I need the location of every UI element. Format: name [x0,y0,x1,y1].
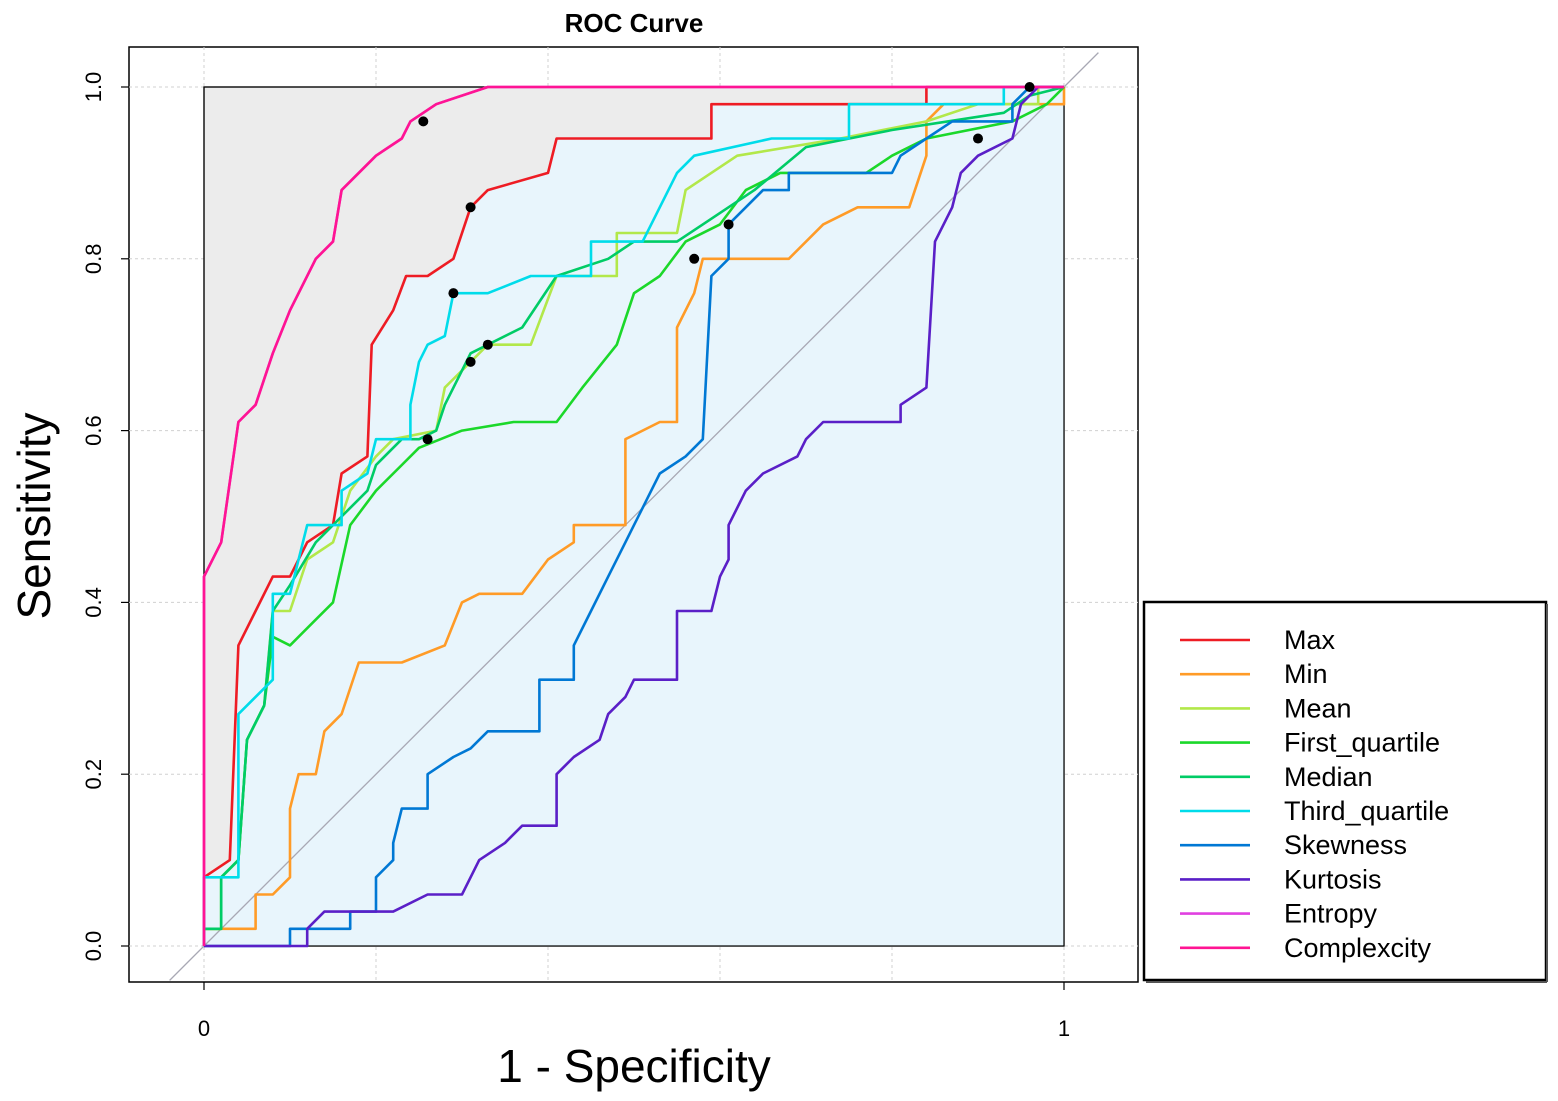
x-tick-label: 1 [1058,1016,1070,1041]
series-line-min [202,87,1066,946]
threshold-point-kurtosis [973,133,983,144]
chart-title: ROC Curve [565,8,704,38]
legend-label-complexcity: Complexcity [1284,933,1432,963]
threshold-point-median [482,339,493,350]
threshold-point-mean [465,356,476,367]
series-line-skewness [204,85,1064,948]
legend: Max Min Mean First_quartile Median Third_quar… [1142,600,1548,983]
x-tick-label: 0 [198,1016,210,1041]
legend-box [1142,600,1548,982]
threshold-point-first_quartile [422,434,433,445]
y-tick-label: 0.8 [81,244,106,275]
legend-label-mean: Mean [1284,693,1352,723]
legend-label-kurtosis: Kurtosis [1284,864,1382,894]
threshold-point-third_quartile [448,288,459,299]
legend-label-median: Median [1284,762,1373,792]
y-tick-label: 0.4 [81,587,106,618]
y-tick-label: 0.6 [81,415,106,446]
y-tick-label: 0.0 [81,931,106,962]
y-tick-label: 1.0 [81,72,106,103]
legend-label-min: Min [1284,659,1328,689]
series-line-complexcity [202,85,1064,946]
threshold-point-entropy [418,116,429,127]
threshold-point-min [689,253,700,264]
legend-label-max: Max [1284,625,1336,655]
y-tick-label: 0.2 [81,759,106,790]
legend-label-skewness: Skewness [1284,830,1407,860]
diagonal-reference-line [169,52,1099,981]
threshold-point-max [465,202,476,213]
threshold-point-skewness [723,219,734,230]
legend-label-third_quartile: Third_quartile [1284,796,1449,826]
plot-area: 0.0 0.2 0.4 0.6 0.8 1.0 0 1 [81,46,1139,1041]
y-axis-label: Sensitivity [8,412,60,619]
series-line-kurtosis [204,85,1064,948]
series-line-third_quartile [202,85,1064,946]
series-line-max [202,85,1064,946]
threshold-point-complexcity [1024,82,1035,92]
legend-label-entropy: Entropy [1284,899,1378,929]
legend-label-first_quartile: First_quartile [1284,728,1440,758]
x-axis-label: 1 - Specificity [497,1040,771,1092]
series-line-median [202,85,1065,946]
